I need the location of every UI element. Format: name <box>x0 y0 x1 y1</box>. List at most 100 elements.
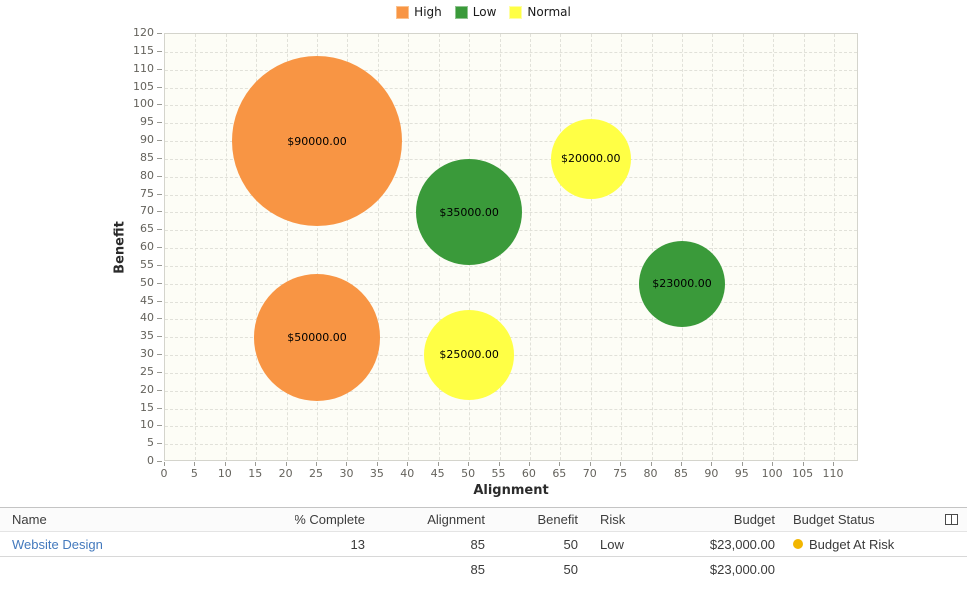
table-summary-row: 85 50 $23,000.00 <box>0 557 967 582</box>
gridline-vertical <box>317 34 319 460</box>
summary-percent-complete <box>295 557 370 582</box>
y-tick-label: 100 <box>133 97 154 111</box>
y-tick <box>157 68 162 70</box>
bubble-normal[interactable]: $20000.00 <box>550 118 631 199</box>
x-tick-label: 5 <box>190 467 198 480</box>
gridline-vertical <box>712 34 714 460</box>
gridline-vertical <box>286 34 288 460</box>
y-tick-label: 0 <box>147 454 154 467</box>
col-header-budget-status[interactable]: Budget Status <box>793 512 875 527</box>
x-tick <box>528 462 530 466</box>
bubble-high[interactable]: $90000.00 <box>232 56 403 226</box>
gridline-horizontal <box>165 87 857 89</box>
gridline-vertical <box>347 34 349 460</box>
y-tick <box>157 443 162 445</box>
gridline-vertical <box>529 34 531 460</box>
x-tick <box>650 462 652 466</box>
gridline-horizontal <box>165 141 857 142</box>
y-tick-label: 60 <box>140 240 154 253</box>
x-axis-title: Alignment <box>473 483 549 498</box>
legend-item-normal[interactable]: Normal <box>509 5 571 19</box>
column-chooser-icon[interactable] <box>944 514 958 525</box>
col-header-percent-complete[interactable]: % Complete <box>295 512 365 527</box>
legend-label: Low <box>472 5 497 19</box>
y-tick <box>157 33 162 34</box>
y-tick <box>157 264 162 266</box>
x-tick-label: 15 <box>248 467 263 480</box>
x-tick-label: 10 <box>217 467 232 480</box>
bubble-low[interactable]: $23000.00 <box>638 240 725 327</box>
col-header-options[interactable] <box>935 508 967 531</box>
bubble-value-label: $23000.00 <box>652 277 712 291</box>
x-tick-label: 80 <box>643 467 658 480</box>
col-header-name[interactable]: Name <box>12 512 47 527</box>
y-tick-label: 90 <box>140 133 154 146</box>
gridline-vertical <box>408 34 410 460</box>
x-tick <box>559 462 561 466</box>
chart-legend: High Low Normal <box>0 5 967 19</box>
gridline-vertical <box>377 34 379 460</box>
summary-benefit: 50 <box>563 562 578 577</box>
bubble-value-label: $90000.00 <box>287 134 347 148</box>
gridline-vertical <box>742 34 744 460</box>
gridline-vertical <box>651 34 653 460</box>
x-tick <box>164 462 165 466</box>
col-header-risk[interactable]: Risk <box>600 512 626 527</box>
x-tick <box>741 462 743 466</box>
col-header-budget[interactable]: Budget <box>733 512 775 527</box>
x-tick <box>802 462 804 466</box>
x-tick-label: 25 <box>309 467 324 480</box>
x-tick <box>711 462 713 466</box>
gridline-vertical <box>256 34 258 460</box>
gridline-horizontal <box>165 69 857 71</box>
legend-swatch-icon <box>509 5 523 19</box>
legend-item-low[interactable]: Low <box>454 5 497 19</box>
bubble-value-label: $50000.00 <box>287 330 347 344</box>
x-tick-label: 85 <box>673 467 688 480</box>
y-tick <box>157 318 162 320</box>
y-tick <box>157 354 162 355</box>
status-dot-icon <box>793 539 803 549</box>
table-row[interactable]: Website Design 13 85 50 Low $23,000.00 B… <box>0 532 967 557</box>
bubble-high[interactable]: $50000.00 <box>253 273 381 401</box>
gridline-horizontal <box>165 426 857 428</box>
y-tick <box>157 229 162 231</box>
y-tick <box>157 336 162 338</box>
project-link[interactable]: Website Design <box>12 536 103 552</box>
y-tick <box>157 247 162 248</box>
x-tick-label: 45 <box>430 467 445 480</box>
x-tick-label: 75 <box>613 467 628 480</box>
y-tick-label: 120 <box>133 26 154 39</box>
y-tick <box>157 122 162 124</box>
gridline-horizontal <box>165 248 857 249</box>
cell-percent-complete: 13 <box>350 536 365 552</box>
gridline-vertical <box>225 34 227 460</box>
y-tick-label: 110 <box>133 61 154 75</box>
y-tick-label: 95 <box>140 115 154 129</box>
y-tick <box>157 461 162 462</box>
legend-item-high[interactable]: High <box>396 5 442 19</box>
cell-benefit: 50 <box>563 536 578 552</box>
bubble-low[interactable]: $35000.00 <box>416 159 523 266</box>
x-tick <box>498 462 500 466</box>
y-tick-label: 70 <box>140 204 154 218</box>
y-tick <box>157 157 162 159</box>
gridline-vertical <box>773 34 775 460</box>
x-tick-label: 110 <box>822 467 844 480</box>
y-tick-label: 15 <box>140 400 154 414</box>
y-tick-label: 35 <box>140 329 154 343</box>
cell-alignment: 85 <box>470 536 485 552</box>
bubble-chart: High Low Normal $90000.00 $50000.00 $35000.0… <box>0 5 967 498</box>
bubble-normal[interactable]: $25000.00 <box>424 310 514 400</box>
x-tick-label: 50 <box>461 467 476 480</box>
x-tick <box>833 462 834 466</box>
legend-swatch-icon <box>454 5 468 19</box>
y-tick-label: 20 <box>140 382 154 396</box>
y-tick <box>157 389 162 391</box>
bubble-value-label: $25000.00 <box>439 348 499 362</box>
col-header-alignment[interactable]: Alignment <box>427 512 485 527</box>
gridline-horizontal <box>165 123 857 125</box>
x-tick <box>194 462 196 466</box>
col-header-benefit[interactable]: Benefit <box>537 512 578 527</box>
x-tick <box>589 462 591 466</box>
